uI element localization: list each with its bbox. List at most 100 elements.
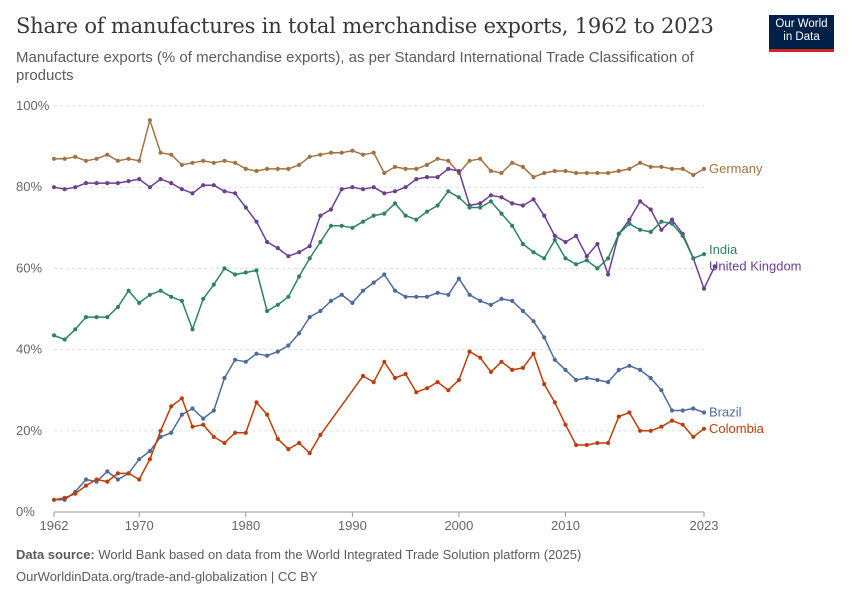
- data-point-india-1983: [275, 302, 280, 307]
- series-label-brazil[interactable]: Brazil: [709, 405, 742, 420]
- data-point-brazil-1972: [158, 434, 163, 439]
- data-point-germany-1968: [115, 158, 120, 163]
- source-url-link[interactable]: OurWorldinData.org/trade-and-globalizati…: [16, 569, 318, 584]
- data-point-germany-2007: [531, 175, 536, 180]
- y-axis-ticks: 0% 20% 40% 60% 80% 100%: [16, 98, 50, 519]
- data-point-colombia-1991: [360, 373, 366, 379]
- y-tick-label-20: 20%: [16, 423, 42, 438]
- data-point-brazil-1999: [446, 292, 451, 297]
- data-point-brazil-1974: [179, 412, 184, 417]
- data-point-brazil-2004: [499, 296, 504, 301]
- data-point-germany-1980: [243, 166, 248, 171]
- data-point-brazil-2012: [584, 375, 589, 381]
- y-tick-label-100: 100%: [16, 98, 50, 113]
- data-point-india-1969: [126, 288, 131, 293]
- data-point-brazil-2001: [467, 292, 472, 297]
- data-point-germany-1984: [286, 166, 291, 171]
- data-point-colombia-2005: [510, 367, 515, 372]
- data-point-colombia-2012: [584, 442, 589, 448]
- series-label-colombia[interactable]: Colombia: [709, 421, 765, 436]
- data-point-brazil-1997: [424, 294, 430, 299]
- data-point-united-kingdom-1990: [350, 185, 355, 190]
- data-point-brazil-2008: [542, 335, 547, 340]
- x-tick-label-1980: 1980: [231, 518, 260, 533]
- data-point-germany-2018: [648, 164, 653, 169]
- data-point-india-1976: [201, 296, 206, 301]
- owid-logo[interactable]: Our World in Data: [769, 15, 834, 52]
- data-point-brazil-2000: [456, 276, 461, 281]
- data-point-india-1977: [211, 282, 216, 287]
- y-tick-label-0: 0%: [16, 504, 35, 519]
- data-point-united-kingdom-1972: [158, 177, 163, 182]
- data-point-united-kingdom-1978: [222, 189, 227, 194]
- data-point-colombia-1987: [318, 432, 323, 437]
- series-brazil: [51, 272, 707, 502]
- data-point-united-kingdom-2019: [659, 227, 664, 232]
- data-point-united-kingdom-1963: [62, 187, 67, 192]
- data-point-united-kingdom-1965: [83, 181, 89, 186]
- data-point-india-2016: [627, 221, 632, 226]
- data-point-india-1987: [318, 239, 323, 245]
- data-point-brazil-1978: [222, 375, 227, 381]
- data-point-colombia-1986: [307, 451, 312, 456]
- data-point-brazil-2022: [691, 406, 696, 411]
- series-label-germany[interactable]: Germany: [709, 161, 763, 176]
- data-point-colombia-2017: [638, 428, 643, 433]
- data-point-india-1975: [190, 327, 195, 332]
- data-point-brazil-2019: [659, 388, 664, 393]
- logo-line1: Our World: [775, 18, 828, 30]
- y-tick-label-40: 40%: [16, 342, 42, 357]
- line-chart: 0% 20% 40% 60% 80% 100% 1962 1970 1980 1990 2000 2…: [16, 98, 802, 533]
- data-point-colombia-1984: [286, 447, 291, 452]
- data-point-colombia-2003: [488, 369, 493, 374]
- data-point-germany-1975: [190, 160, 195, 165]
- data-point-united-kingdom-1992: [371, 185, 376, 190]
- data-point-colombia-1998: [435, 380, 440, 385]
- data-point-india-1967: [105, 315, 110, 320]
- data-point-germany-2010: [563, 168, 568, 174]
- data-point-colombia-2002: [478, 355, 483, 360]
- data-point-brazil-2021: [680, 408, 685, 413]
- data-point-united-kingdom-2003: [488, 193, 493, 198]
- data-point-united-kingdom-2005: [510, 201, 515, 206]
- data-point-united-kingdom-1977: [211, 183, 216, 188]
- data-point-germany-1994: [392, 164, 398, 169]
- data-point-colombia-1985: [297, 440, 302, 446]
- data-point-germany-1964: [73, 154, 78, 159]
- data-point-colombia-1974: [179, 396, 184, 401]
- data-point-brazil-2017: [638, 367, 643, 372]
- data-point-brazil-1977: [211, 408, 216, 413]
- series-label-united-kingdom[interactable]: United Kingdom: [709, 258, 802, 273]
- data-point-colombia-1978: [222, 440, 227, 446]
- data-point-brazil-1998: [435, 290, 440, 295]
- data-point-germany-1977: [211, 160, 216, 165]
- data-point-brazil-1968: [115, 477, 120, 482]
- data-point-united-kingdom-1985: [297, 250, 302, 255]
- data-point-germany-2008: [542, 170, 547, 176]
- data-point-india-1963: [62, 337, 67, 342]
- data-point-brazil-2014: [606, 380, 611, 385]
- series-line-germany: [54, 119, 705, 178]
- source-text: World Bank based on data from the World …: [98, 547, 582, 562]
- data-point-india-2012: [584, 258, 589, 263]
- series-label-india[interactable]: India: [709, 242, 738, 257]
- data-point-united-kingdom-2023: [701, 286, 707, 291]
- data-point-united-kingdom-2017: [638, 199, 643, 204]
- data-point-colombia-1964: [73, 491, 78, 496]
- data-point-colombia-1997: [424, 386, 430, 391]
- data-point-brazil-2015: [616, 367, 621, 372]
- data-point-united-kingdom-2014: [606, 272, 611, 277]
- data-point-colombia-2011: [574, 442, 579, 448]
- data-point-germany-2019: [659, 164, 664, 169]
- data-point-united-kingdom-1986: [307, 244, 312, 249]
- data-point-india-1982: [265, 308, 270, 314]
- data-point-brazil-2003: [488, 302, 493, 307]
- data-point-india-2000: [456, 195, 461, 200]
- data-point-brazil-2010: [563, 367, 568, 372]
- data-point-germany-2002: [478, 156, 483, 161]
- data-point-united-kingdom-1993: [382, 191, 387, 196]
- data-point-united-kingdom-1988: [328, 207, 334, 212]
- series-line-brazil: [54, 273, 705, 501]
- data-point-brazil-1987: [318, 308, 323, 314]
